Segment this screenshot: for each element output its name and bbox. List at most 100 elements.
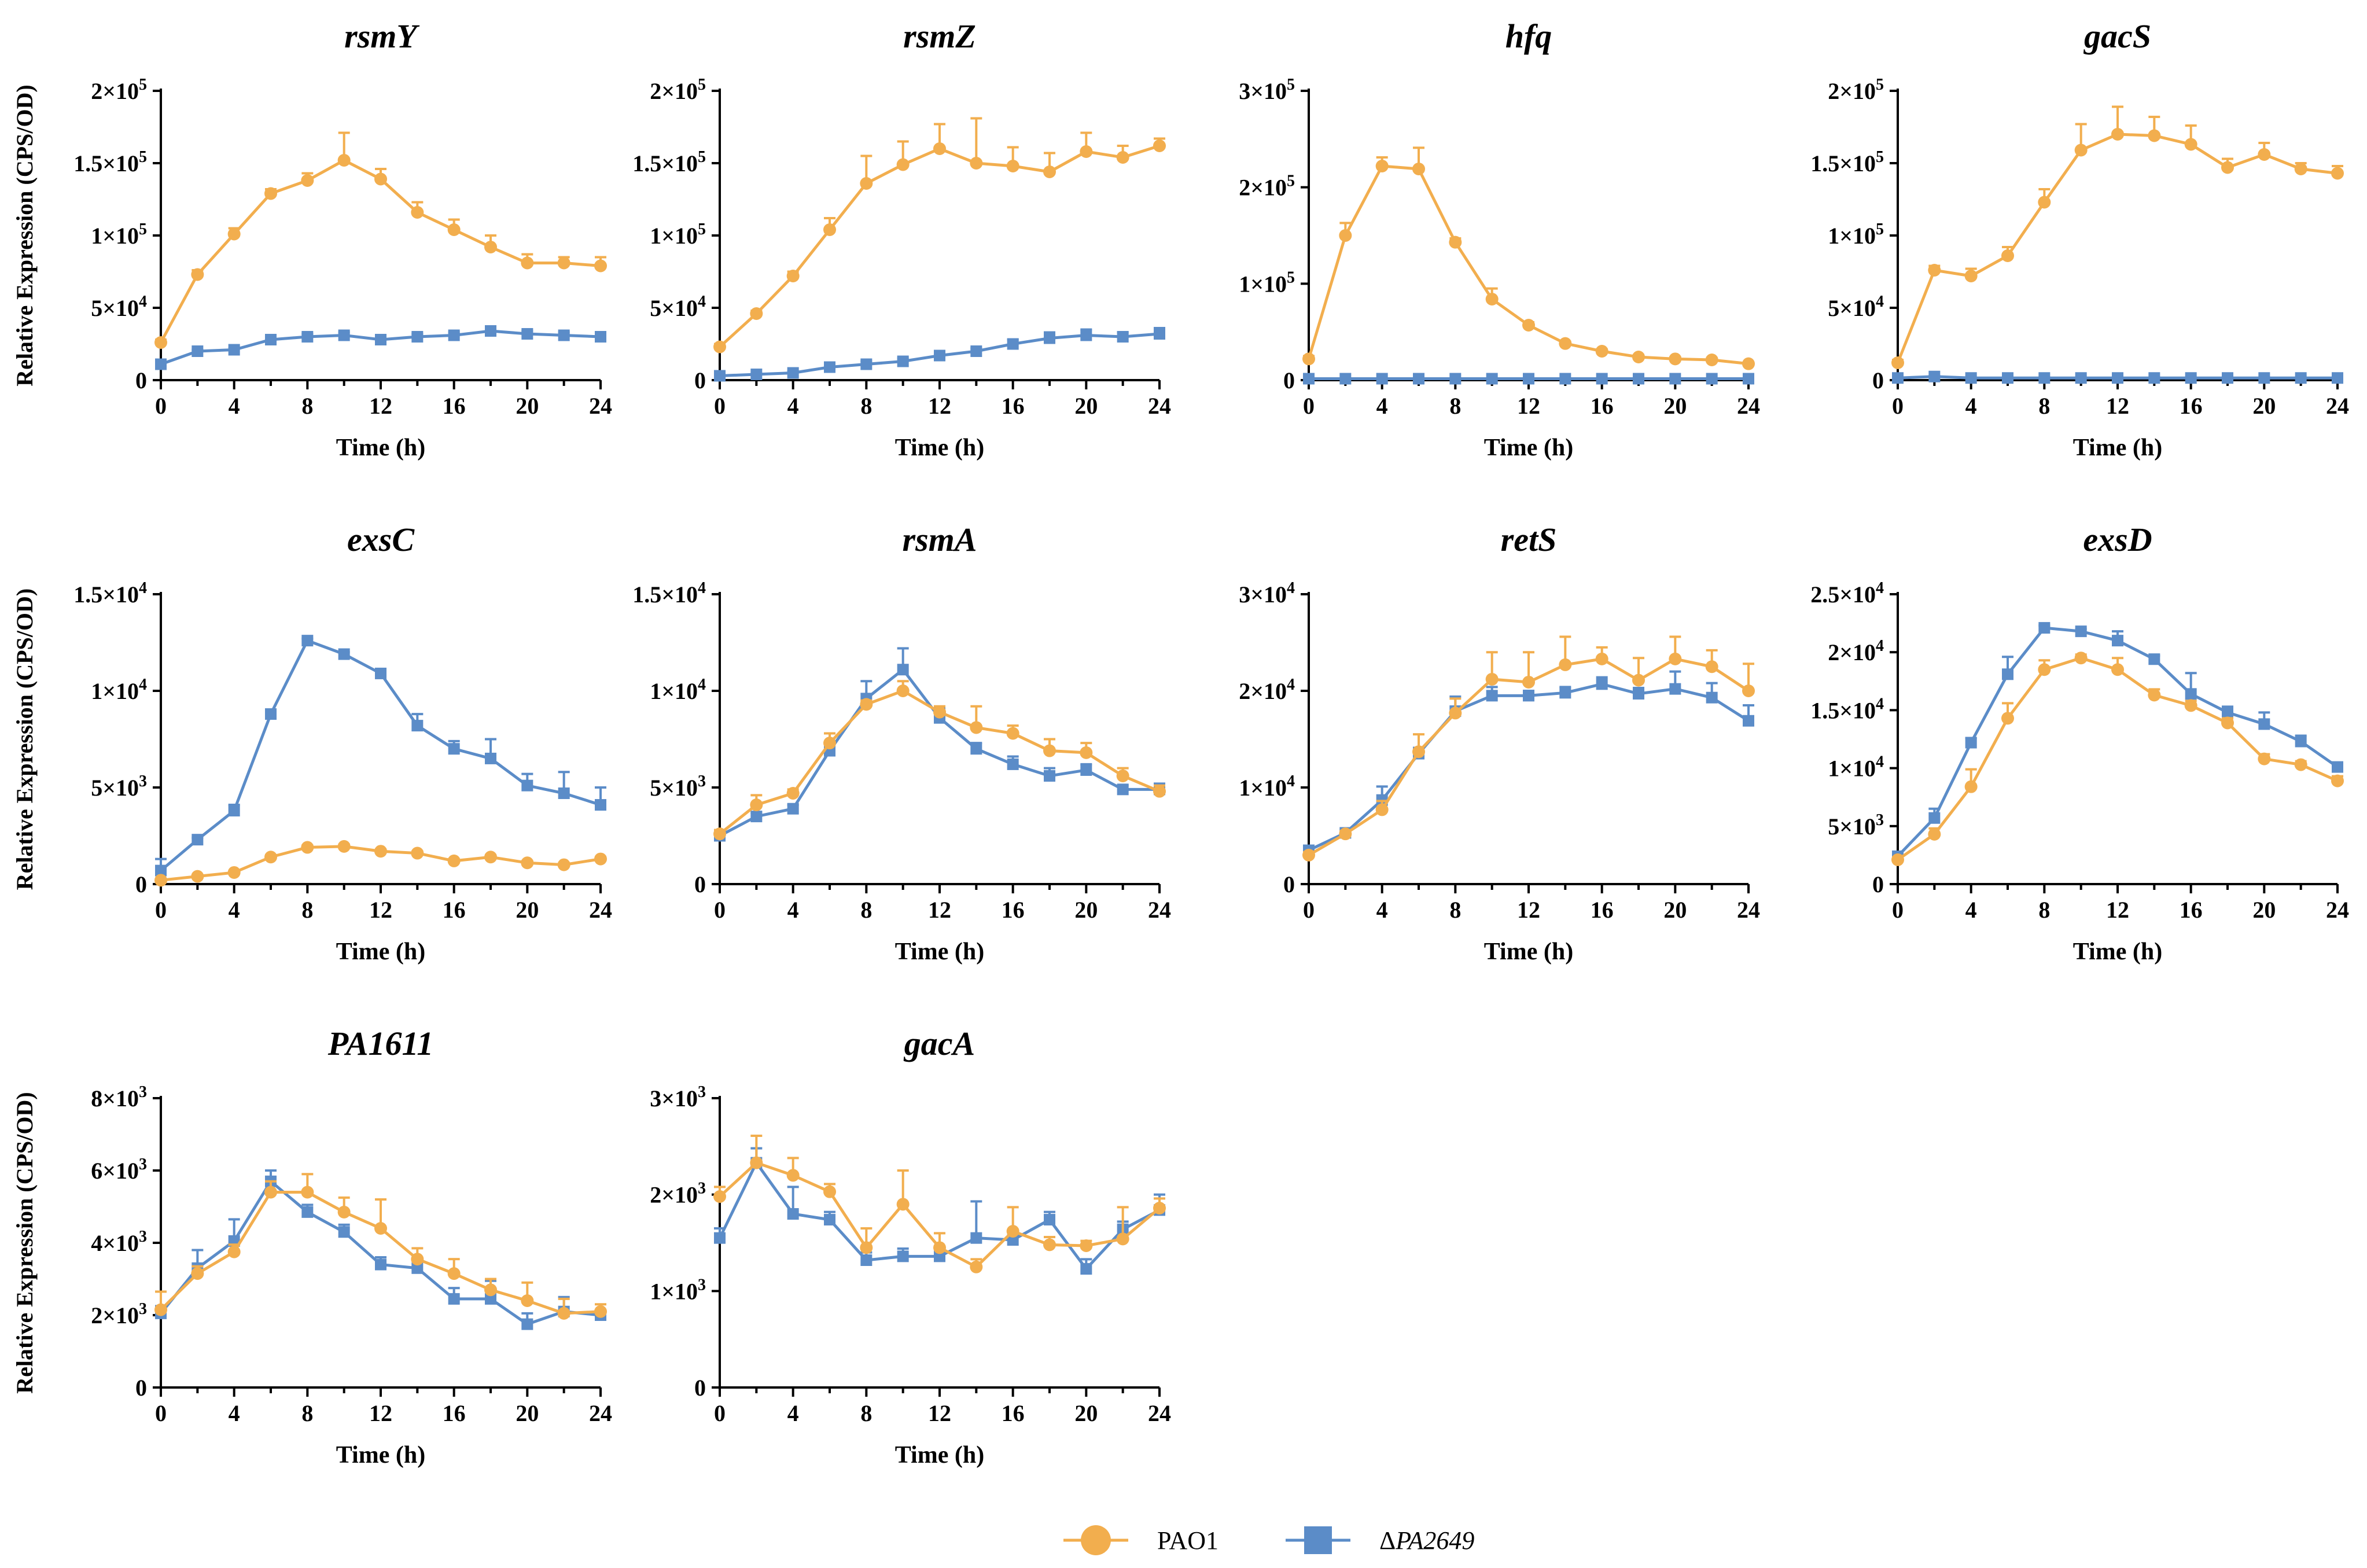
- legend-mutant-name: PA2649: [1395, 1526, 1474, 1555]
- y-tick-mantissa: 0: [135, 871, 147, 897]
- data-point: [447, 223, 461, 236]
- x-tick-label: 0: [155, 1400, 167, 1426]
- data-point: [1154, 328, 1165, 340]
- x-axis-label: Time (h): [336, 1442, 425, 1468]
- y-tick-mantissa: 1.5×10: [73, 150, 139, 176]
- y-tick-mantissa: 5×10: [1828, 295, 1876, 321]
- y-tick-exponent: 4: [1876, 579, 1884, 597]
- chart-title: PA1611: [327, 1025, 434, 1062]
- data-point: [411, 846, 424, 860]
- y-tick-label: 1.5×104: [1810, 695, 1884, 723]
- data-point: [1080, 764, 1092, 776]
- x-tick-label: 0: [1303, 897, 1315, 923]
- data-point: [338, 329, 350, 341]
- y-tick-mantissa: 5×10: [91, 295, 139, 321]
- data-point: [2184, 699, 2197, 712]
- data-point: [594, 259, 607, 273]
- x-tick-label: 16: [1002, 897, 1025, 923]
- data-point: [521, 1294, 534, 1307]
- data-point: [301, 635, 314, 647]
- y-tick-mantissa: 0: [1283, 871, 1295, 897]
- y-tick-mantissa: 0: [1872, 871, 1884, 897]
- data-point: [787, 803, 799, 815]
- data-point: [1043, 165, 1056, 178]
- y-tick-label: 5×103: [650, 772, 706, 801]
- data-point: [786, 270, 800, 282]
- data-point: [447, 1267, 461, 1280]
- data-point: [1449, 235, 1462, 249]
- y-tick-exponent: 3: [1876, 811, 1884, 829]
- data-point: [1559, 373, 1571, 385]
- data-point: [154, 874, 167, 887]
- y-tick-label: 1×105: [1239, 268, 1295, 297]
- y-tick-label: 1×105: [650, 220, 706, 249]
- y-tick-mantissa: 1.5×10: [73, 581, 139, 608]
- y-tick-label: 2×105: [650, 76, 706, 104]
- series-mutant: [155, 635, 606, 877]
- y-tick-exponent: 4: [698, 676, 706, 694]
- y-tick-label: 1×104: [650, 676, 706, 704]
- x-tick-label: 16: [1591, 393, 1614, 419]
- data-point: [1706, 373, 1718, 385]
- data-point: [714, 1232, 726, 1244]
- series-mutant: [714, 1147, 1165, 1275]
- data-point: [1413, 373, 1424, 385]
- data-point: [1043, 744, 1056, 757]
- data-point: [1412, 163, 1425, 175]
- data-point: [375, 667, 386, 679]
- y-tick-mantissa: 1×10: [650, 223, 698, 249]
- data-point: [933, 142, 946, 155]
- y-tick-exponent: 3: [139, 1300, 147, 1318]
- y-tick-mantissa: 3×10: [1239, 78, 1287, 104]
- chart-title: gacS: [2083, 17, 2151, 55]
- data-point: [484, 241, 497, 253]
- x-tick-label: 8: [860, 1400, 872, 1426]
- series-mutant: [1303, 670, 1754, 856]
- data-point: [1742, 684, 1755, 697]
- y-tick-exponent: 3: [139, 1083, 147, 1101]
- data-point: [896, 158, 910, 171]
- x-tick-label: 20: [1663, 897, 1687, 923]
- y-tick-mantissa: 2.5×10: [1810, 581, 1876, 608]
- x-tick-label: 8: [1449, 897, 1461, 923]
- data-point: [1080, 1239, 1093, 1252]
- y-tick-label: 2.5×104: [1810, 579, 1884, 608]
- series-pao1: [713, 680, 1166, 841]
- x-axis-label: Time (h): [895, 938, 984, 965]
- chart-title: exsD: [2083, 521, 2152, 558]
- x-tick-label: 24: [1737, 897, 1760, 923]
- x-tick-label: 24: [589, 393, 612, 419]
- data-point: [713, 827, 726, 841]
- data-point: [2038, 372, 2051, 384]
- series-mutant: [1303, 373, 1754, 385]
- y-tick-exponent: 5: [139, 220, 147, 238]
- data-point: [594, 1305, 607, 1318]
- y-tick-label: 2×105: [1239, 172, 1295, 201]
- data-point: [1485, 293, 1499, 305]
- y-tick-label: 2×103: [650, 1180, 706, 1208]
- data-point: [521, 1318, 533, 1330]
- data-point: [1117, 331, 1129, 343]
- chart-title: retS: [1501, 521, 1557, 558]
- y-tick-label: 1×103: [650, 1276, 706, 1304]
- data-point: [191, 1267, 204, 1280]
- series-pao1: [1891, 652, 2344, 866]
- data-point: [786, 1169, 800, 1182]
- data-point: [155, 358, 167, 370]
- x-tick-label: 20: [516, 393, 539, 419]
- data-point: [1965, 737, 1977, 749]
- y-tick-mantissa: 1×10: [650, 1278, 698, 1304]
- y-tick-label: 3×105: [1239, 76, 1295, 104]
- series-mutant: [155, 325, 606, 370]
- y-tick-exponent: 3: [139, 1228, 147, 1246]
- x-tick-label: 24: [589, 897, 612, 923]
- x-axis-label: Time (h): [895, 435, 984, 461]
- x-tick-label: 12: [928, 897, 951, 923]
- x-tick-label: 24: [1148, 1400, 1171, 1426]
- data-point: [301, 1206, 314, 1218]
- data-point: [1303, 373, 1315, 385]
